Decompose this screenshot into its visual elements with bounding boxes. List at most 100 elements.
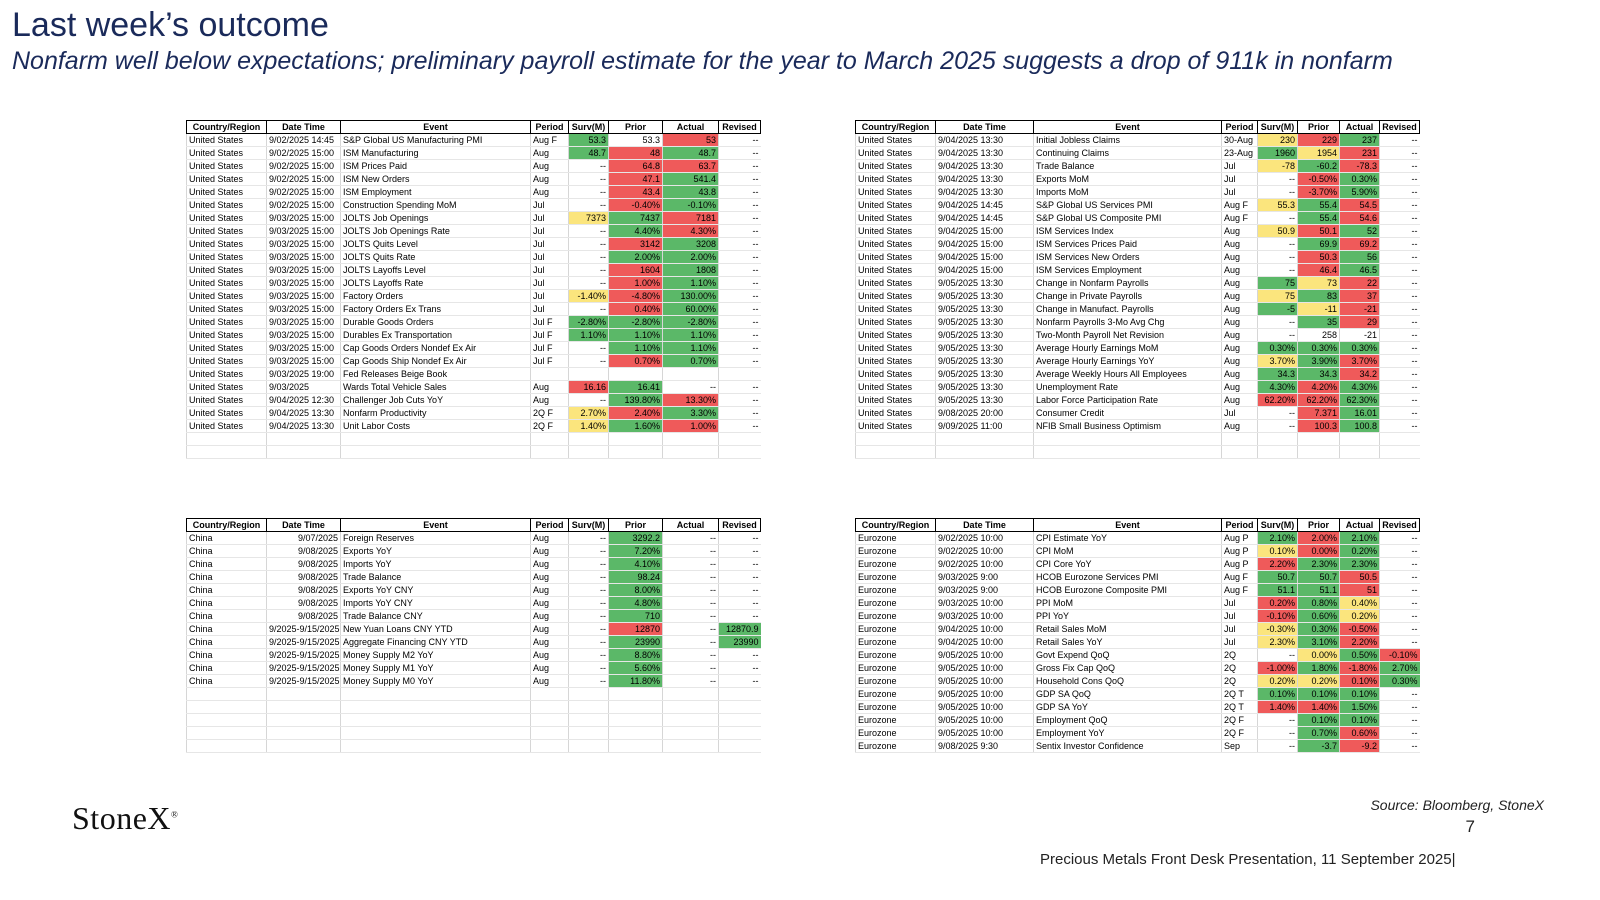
cell-actual: 1.10%	[662, 276, 719, 290]
cell-event: Cap Goods Orders Nondef Ex Air	[340, 341, 531, 355]
table-row: United States 9/04/2025 15:00 ISM Services…	[855, 250, 1420, 264]
cell-revised	[718, 445, 761, 459]
cell-prior: 23990	[608, 635, 663, 649]
cell-revised: --	[1379, 302, 1420, 316]
table-row: United States 9/04/2025 13:30 Nonfarm Prod…	[186, 406, 761, 420]
cell-revised: --	[718, 557, 761, 571]
cell-prior: 4.20%	[1297, 380, 1340, 394]
cell-prior: 0.00%	[1297, 648, 1340, 662]
cell-period: Aug	[530, 146, 569, 160]
cell-datetime: 9/2025-9/15/2025	[266, 622, 341, 636]
cell-period: Aug P	[1221, 544, 1258, 558]
table-row	[186, 687, 761, 701]
table-row: Eurozone 9/03/2025 10:00 PPI YoY Jul -0.10% 0…	[855, 609, 1420, 623]
cell-period: Aug	[530, 380, 569, 394]
cell-actual: --	[662, 622, 719, 636]
cell-event: Continuing Claims	[1033, 146, 1222, 160]
cell-datetime: 9/02/2025 15:00	[266, 159, 341, 173]
table-row: United States 9/04/2025 13:30 Initial Jobl…	[855, 133, 1420, 147]
cell-country: United States	[186, 172, 267, 186]
cell-period: Jul	[1221, 185, 1258, 199]
cell-event: ISM Employment	[340, 185, 531, 199]
cell-period: Aug	[530, 159, 569, 173]
cell-datetime: 9/03/2025 10:00	[935, 596, 1034, 610]
cell-actual: 52	[1339, 224, 1380, 238]
cell-prior: -60.2	[1297, 159, 1340, 173]
column-header-survey: Surv(M)	[568, 120, 609, 134]
cell-prior: 4.80%	[608, 596, 663, 610]
cell-actual: 4.30%	[662, 224, 719, 238]
cell-country: United States	[186, 302, 267, 316]
cell-period: Aug	[1221, 276, 1258, 290]
table-header-row: Country/Region Date Time Event Period Surv(M…	[186, 518, 761, 532]
cell-event: ISM Services New Orders	[1033, 250, 1222, 264]
cell-event: JOLTS Job Openings	[340, 211, 531, 225]
cell-country: China	[186, 661, 267, 675]
cell-revised: --	[1379, 315, 1420, 329]
cell-period	[530, 713, 569, 727]
cell-period: 2Q	[1221, 648, 1258, 662]
cell-datetime: 9/02/2025 10:00	[935, 557, 1034, 571]
cell-prior: 34.3	[1297, 367, 1340, 381]
column-header-datetime: Date Time	[935, 120, 1034, 134]
cell-event: ISM Prices Paid	[340, 159, 531, 173]
cell-actual: --	[662, 596, 719, 610]
cell-country: United States	[855, 263, 936, 277]
cell-revised: --	[1379, 419, 1420, 433]
cell-event: ISM New Orders	[340, 172, 531, 186]
cell-revised: --	[1379, 609, 1420, 623]
cell-survey: -5	[1257, 302, 1298, 316]
cell-prior: 1.80%	[1297, 661, 1340, 675]
table-row: United States 9/04/2025 13:30 Exports MoM J…	[855, 172, 1420, 186]
cell-country: China	[186, 557, 267, 571]
cell-actual: 1.10%	[662, 328, 719, 342]
cell-datetime: 9/05/2025 13:30	[935, 380, 1034, 394]
cell-datetime: 9/03/2025 15:00	[266, 211, 341, 225]
cell-period: Aug F	[530, 133, 569, 147]
cell-country: United States	[855, 146, 936, 160]
cell-event: CPI Core YoY	[1033, 557, 1222, 571]
cell-actual: --	[662, 380, 719, 394]
table-row: United States 9/05/2025 13:30 Two-Month Pa…	[855, 328, 1420, 342]
cell-period: Aug F	[1221, 211, 1258, 225]
cell-datetime: 9/05/2025 13:30	[935, 341, 1034, 355]
cell-actual: 1.50%	[1339, 700, 1380, 714]
cell-datetime	[266, 687, 341, 701]
cell-datetime: 9/08/2025	[266, 557, 341, 571]
column-header-country: Country/Region	[186, 120, 267, 134]
cell-prior: 1.60%	[608, 419, 663, 433]
cell-prior: -3.70%	[1297, 185, 1340, 199]
cell-actual: 0.20%	[1339, 609, 1380, 623]
cell-period: Aug	[1221, 341, 1258, 355]
cell-country: United States	[855, 224, 936, 238]
cell-period	[530, 687, 569, 701]
table-row: China 9/08/2025 Trade Balance CNY Aug -- 710-…	[186, 609, 761, 623]
table-row: Eurozone 9/03/2025 10:00 PPI MoM Jul 0.20% 0.…	[855, 596, 1420, 610]
cell-datetime	[266, 739, 341, 753]
cell-period: 2Q F	[530, 406, 569, 420]
cell-datetime: 9/08/2025	[266, 570, 341, 584]
cell-prior: 50.3	[1297, 250, 1340, 264]
cell-actual: 48.7	[662, 146, 719, 160]
cell-actual: 34.2	[1339, 367, 1380, 381]
cell-event: Aggregate Financing CNY YTD	[340, 635, 531, 649]
cell-datetime: 9/02/2025 15:00	[266, 172, 341, 186]
column-header-prior: Prior	[1297, 120, 1340, 134]
cell-event: Initial Jobless Claims	[1033, 133, 1222, 147]
cell-prior: 16.41	[608, 380, 663, 394]
cell-revised: --	[1379, 544, 1420, 558]
cell-event: Durable Goods Orders	[340, 315, 531, 329]
cell-period: Aug	[1221, 328, 1258, 342]
cell-event	[340, 726, 531, 740]
cell-prior: 0.30%	[1297, 622, 1340, 636]
cell-actual: 0.40%	[1339, 596, 1380, 610]
cell-actual: 51	[1339, 583, 1380, 597]
cell-revised: --	[718, 570, 761, 584]
cell-datetime: 9/03/2025 15:00	[266, 263, 341, 277]
column-header-period: Period	[530, 120, 569, 134]
cell-datetime	[266, 432, 341, 446]
cell-country: United States	[855, 172, 936, 186]
cell-revised: --	[718, 289, 761, 303]
cell-country: United States	[186, 419, 267, 433]
column-header-event: Event	[340, 518, 531, 532]
